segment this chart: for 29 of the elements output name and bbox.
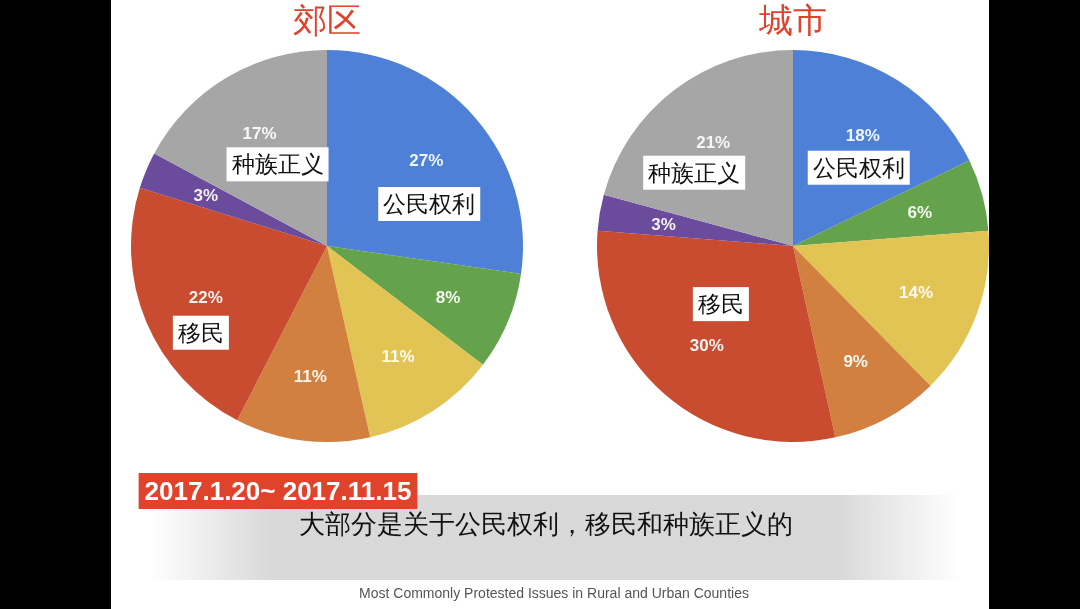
data-label: 3%	[651, 214, 676, 234]
data-label: 8%	[435, 287, 461, 307]
pie-slice	[793, 230, 989, 386]
data-label: 6%	[907, 202, 933, 222]
pie-slice	[139, 153, 327, 246]
pie-slice	[597, 230, 836, 442]
pie-slice	[597, 194, 793, 246]
pie-slice	[327, 246, 522, 365]
pie-slice	[793, 246, 931, 438]
data-label: 30%	[689, 335, 724, 355]
chart-title: 郊区	[293, 0, 361, 40]
pie-slice	[327, 50, 523, 274]
data-label: 11%	[293, 366, 327, 386]
pie-slice	[131, 187, 327, 421]
text: 大部分是关于公民权利，移民和种族正义的	[299, 509, 793, 539]
data-label: 11%	[381, 346, 415, 366]
data-label: 9%	[843, 351, 868, 371]
pie-slice	[237, 246, 371, 442]
data-label: 14%	[898, 282, 934, 302]
pie-slice	[327, 246, 483, 438]
text: Most Commonly Protested Issues in Rural and Urban Counties	[359, 585, 749, 601]
data-label: 21%	[696, 132, 731, 152]
text: 2017.1.20~ 2017.11.15	[144, 476, 412, 506]
data-label: 3%	[193, 185, 219, 205]
data-label: 18%	[845, 125, 880, 145]
data-label: 27%	[409, 150, 444, 170]
data-label: 17%	[242, 123, 277, 143]
chart-title: 城市	[758, 0, 827, 40]
data-label: 22%	[188, 287, 223, 307]
